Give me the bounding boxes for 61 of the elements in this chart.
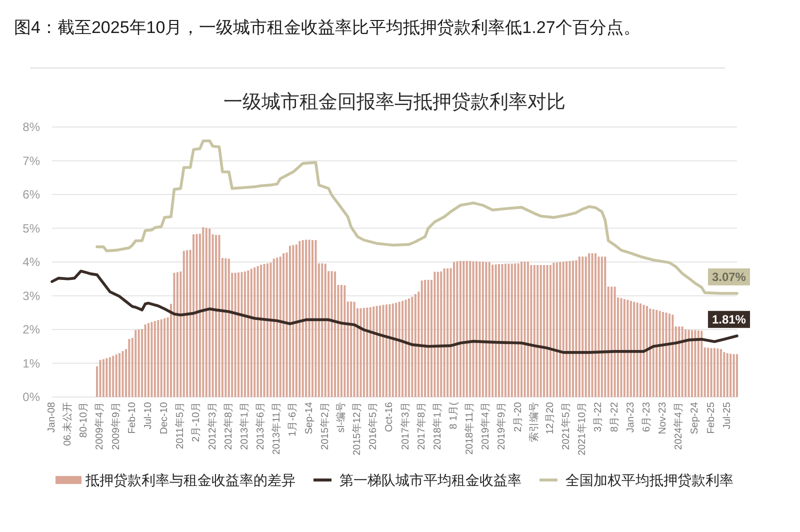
x-tick-label: 8 1月( — [448, 401, 460, 430]
y-tick-label: 6% — [22, 188, 40, 202]
x-tick-label: 2月-10月 — [191, 402, 202, 442]
x-tick-label: 2012年8月 — [222, 402, 234, 450]
x-tick-label: 2013年1月 — [238, 402, 250, 450]
x-tick-label: 2月-20 — [512, 402, 524, 432]
data-label: 1.81% — [712, 312, 746, 326]
x-tick-label: 2013年11月 — [270, 402, 283, 455]
title: 图4：截至2025年10月，一级城市租金收益率比平均抵押贷款利率低1.27个百分点。 — [14, 18, 640, 37]
x-tick-label: 2021年10月 — [576, 402, 588, 456]
legend-item: 全国加权平均抵押贷款利率 — [540, 472, 734, 488]
value-label: 3.07% — [708, 268, 750, 286]
y-tick-label: 5% — [22, 221, 40, 236]
x-tick-label: 2016年5月 — [367, 402, 380, 450]
x-tick-label: 2019年9月 — [496, 402, 508, 450]
x-tick-label: 2009年9月 — [110, 402, 122, 450]
x-tick-label: Sep-14 — [304, 402, 315, 434]
x-tick-label: 06.未公开 — [62, 402, 74, 446]
data-label: 3.07% — [712, 270, 746, 284]
value-label: 1.81% — [708, 310, 750, 328]
x-tick-label: 2015年12月 — [351, 402, 364, 456]
x-tick-label: 2011年5月 — [174, 402, 186, 450]
x-tick-label: Jan-08 — [46, 402, 58, 433]
y-tick-label: 2% — [22, 322, 40, 336]
x-tick-label: Jul-10 — [142, 402, 154, 430]
legend-item: 第一梯队城市平均租金收益率 — [314, 472, 522, 488]
y-tick-label: 1% — [22, 356, 40, 370]
y-tick-label: 4% — [22, 255, 40, 269]
x-tick-label: 2015年2月 — [318, 402, 331, 450]
y-tick-label: 3% — [22, 288, 40, 303]
x-tick-label: 12月20 — [544, 402, 556, 434]
x-tick-label: 2017年3月 — [399, 402, 412, 450]
y-tick-label: 7% — [22, 154, 40, 168]
x-tick-label: Feb-10 — [126, 402, 138, 434]
x-tick-label: 2017年8月 — [415, 402, 428, 450]
legend-item: 抵押贷款利率与租金收益率的差异 — [56, 472, 296, 488]
x-tick-label: 80-10月 — [78, 402, 90, 438]
x-tick-label: sl-编号 — [334, 402, 347, 433]
x-tick-label: 2018年11月 — [464, 402, 476, 455]
x-tick-label: Nov-23 — [658, 402, 669, 434]
x-tick-label: 8月-22 — [609, 402, 620, 432]
x-tick-label: Oct-16 — [384, 402, 396, 432]
x-tick-label: 1月-6月 — [288, 402, 299, 436]
x-tick-label: 6月-23 — [641, 402, 652, 432]
x-tick-label: Jan-23 — [625, 402, 636, 433]
x-tick-label: 2013年6月 — [254, 402, 267, 450]
x-tick-label: 2012年3月 — [206, 402, 218, 450]
x-tick-label: 3月-22 — [593, 402, 604, 432]
y-tick-label: 8% — [22, 120, 40, 134]
x-tick-label: 索引编号 — [528, 402, 540, 442]
x-tick-label: 2009年4月 — [94, 402, 106, 450]
x-tick-label: Jul-25 — [722, 402, 733, 430]
x-tick-label: Sep-24 — [690, 402, 701, 434]
x-tick-label: Dec-10 — [159, 402, 170, 434]
x-tick-label: 2024年4月 — [672, 402, 685, 450]
x-tick-label: 2018年1月 — [431, 402, 444, 450]
x-tick-label: Feb-25 — [706, 402, 717, 434]
x-tick-label: 2019年4月 — [480, 402, 492, 450]
y-tick-label: 0% — [22, 390, 40, 404]
subtitle: 一级城市租金回报率与抵押贷款利率对比 — [224, 92, 566, 113]
x-tick-label: 2021年5月 — [560, 402, 572, 450]
